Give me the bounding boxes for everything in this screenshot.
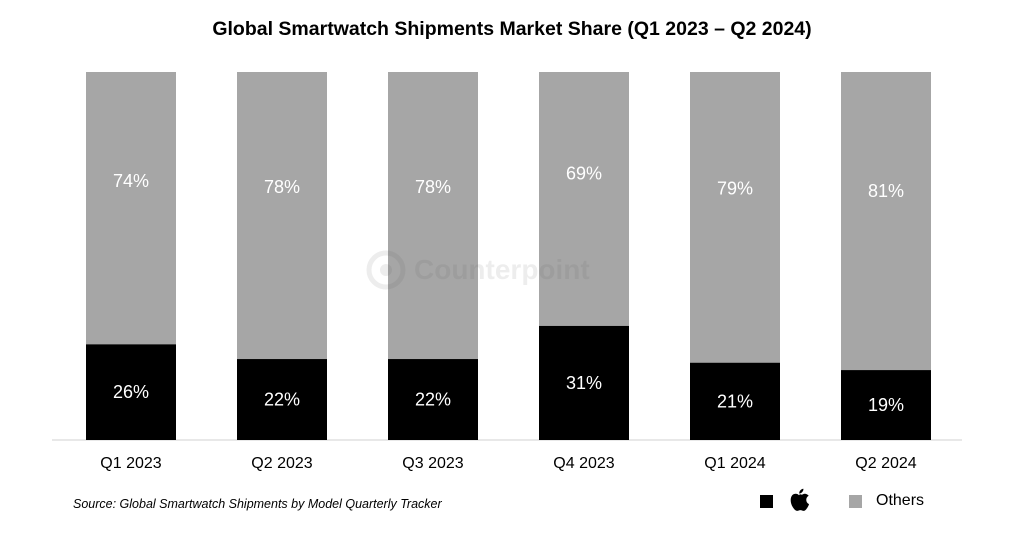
watermark: Counterpoint bbox=[366, 250, 590, 290]
bar-apple-5 bbox=[841, 370, 931, 440]
legend: Others bbox=[760, 487, 924, 515]
watermark-text: Counterpoint bbox=[414, 254, 590, 285]
bar-others-2 bbox=[388, 72, 478, 360]
x-tick-label-0: Q1 2023 bbox=[100, 455, 161, 472]
data-label-others-1: 78% bbox=[264, 177, 300, 197]
legend-item-others: Others bbox=[849, 492, 924, 510]
data-label-others-3: 69% bbox=[566, 164, 602, 184]
x-tick-label-4: Q1 2024 bbox=[704, 455, 765, 472]
legend-item-apple bbox=[760, 487, 811, 515]
data-label-others-4: 79% bbox=[717, 178, 753, 198]
legend-label-others: Others bbox=[876, 492, 925, 509]
bars-group: 74% 26% 78% 22% 78% 22% 69% 31% 79% 21% 81% 19% bbox=[86, 72, 931, 440]
legend-swatch-others bbox=[849, 494, 862, 508]
x-tick-label-5: Q2 2024 bbox=[855, 455, 916, 472]
x-tick-label-2: Q3 2023 bbox=[402, 455, 463, 472]
source-note: Source: Global Smartwatch Shipments by M… bbox=[73, 497, 442, 511]
data-label-apple-3: 31% bbox=[566, 373, 602, 393]
apple-logo-icon bbox=[790, 488, 809, 511]
data-label-others-0: 74% bbox=[113, 171, 149, 191]
x-tick-label-3: Q4 2023 bbox=[553, 455, 614, 472]
bar-apple-0 bbox=[86, 344, 176, 440]
bar-others-5 bbox=[841, 72, 931, 371]
chart-title: Global Smartwatch Shipments Market Share… bbox=[212, 18, 812, 40]
bar-others-3 bbox=[539, 72, 629, 326]
counterpoint-logo-icon bbox=[366, 250, 406, 290]
bar-apple-4 bbox=[690, 362, 780, 440]
data-label-apple-0: 26% bbox=[113, 382, 149, 402]
bar-apple-3 bbox=[539, 325, 629, 440]
bar-apple-1 bbox=[237, 359, 327, 440]
data-label-apple-5: 19% bbox=[868, 395, 904, 415]
data-label-apple-2: 22% bbox=[415, 390, 451, 410]
bar-others-0 bbox=[86, 72, 176, 345]
bar-apple-2 bbox=[388, 359, 478, 440]
bar-others-1 bbox=[237, 72, 327, 360]
data-label-apple-1: 22% bbox=[264, 390, 300, 410]
data-label-others-2: 78% bbox=[415, 177, 451, 197]
legend-swatch-apple bbox=[760, 494, 773, 508]
x-tick-label-1: Q2 2023 bbox=[251, 455, 312, 472]
data-label-apple-4: 21% bbox=[717, 391, 753, 411]
x-tick-labels: Q1 2023 Q2 2023 Q3 2023 Q4 2023 Q1 2024 Q2 20… bbox=[100, 455, 916, 472]
data-label-others-5: 81% bbox=[868, 181, 904, 201]
bar-others-4 bbox=[690, 72, 780, 363]
